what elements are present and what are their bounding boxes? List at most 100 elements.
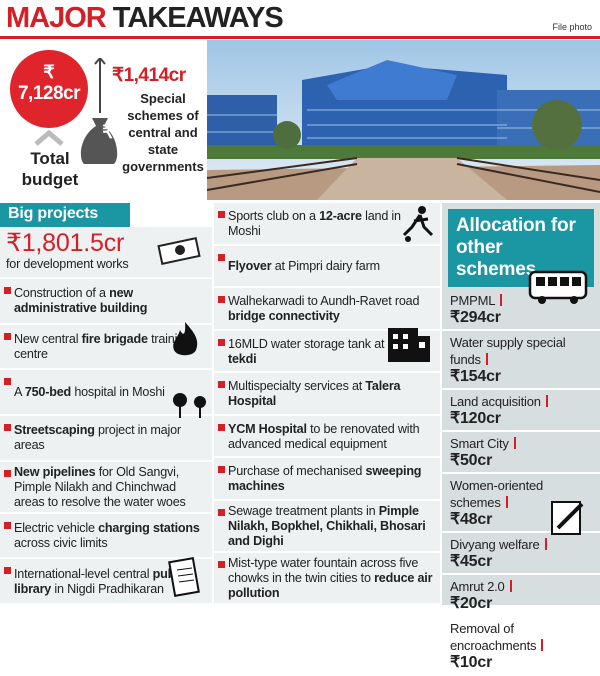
photo-credit: File photo	[552, 22, 592, 32]
total-label: Total budget	[21, 149, 79, 189]
plain-text: project in major areas	[14, 423, 181, 453]
project-item: Flyover at Pimpri dairy farm	[214, 245, 440, 289]
scheme-amount: ₹48cr	[450, 511, 493, 528]
project-item: Construction of a new administrative bui…	[0, 279, 212, 325]
pen-icon	[551, 501, 584, 535]
scheme-name: Divyang welfare	[450, 537, 540, 552]
football-icon	[402, 206, 434, 242]
scheme-line: Water supply special funds	[450, 334, 592, 368]
scheme-line: Smart City	[450, 435, 592, 452]
plain-text: at Pimpri dairy farm	[271, 258, 380, 273]
plain-text: A	[14, 385, 25, 400]
separator	[541, 639, 544, 651]
separator	[509, 580, 512, 592]
project-text: Mist-type water fountain across five cho…	[228, 556, 436, 601]
total-amount: 7,128cr	[17, 83, 81, 104]
plain-text: Walhekarwadi to Aundh-Ravet road	[228, 293, 420, 308]
project-item: A 750-bed hospital in Moshi	[0, 370, 212, 417]
plain-text: Purchase of mechanised	[228, 464, 366, 479]
plain-text: hospital in Moshi	[71, 385, 165, 400]
bold-text: Streetscaping	[14, 423, 95, 438]
trees-icon	[173, 393, 206, 418]
scheme-amount: ₹120cr	[450, 410, 501, 427]
project-item: Mist-type water fountain across five cho…	[214, 553, 440, 606]
project-text: Multispecialty services at Talera Hospit…	[228, 379, 436, 409]
separator	[544, 538, 547, 550]
project-item: Streetscaping project in major areas	[0, 416, 212, 462]
plain-text: Multispecialty services at	[228, 379, 366, 394]
rupee-symbol: ₹	[43, 62, 55, 82]
allocation-item: Removal of encroachments ₹10cr	[442, 617, 600, 676]
bus-icon	[528, 270, 588, 304]
project-text: Walhekarwadi to Aundh-Ravet road bridge …	[228, 294, 436, 324]
separator	[513, 437, 516, 449]
bold-text: Flyover	[228, 258, 272, 273]
project-item: Walhekarwadi to Aundh-Ravet road bridge …	[214, 288, 440, 331]
project-text: Flyover at Pimpri dairy farm	[228, 259, 380, 274]
scheme-line: Removal of encroachments	[450, 620, 592, 654]
plain-text: International-level central	[14, 566, 153, 581]
scheme-line: Land acquisition	[450, 393, 592, 410]
project-item: New pipelines for Old Sangvi, Pimple Nil…	[0, 461, 212, 514]
scheme-name: Amrut 2.0	[450, 579, 505, 594]
separator	[500, 294, 503, 306]
project-text: Sports club on a 12-acre land in Moshi	[228, 209, 436, 239]
bold-text: sweeping machines	[228, 464, 422, 494]
bag-symbol: ₹	[102, 122, 114, 142]
bold-text: new administrative building	[14, 286, 148, 316]
scheme-name: Water supply special funds	[450, 335, 566, 367]
project-item: Sports club on a 12-acre land in Moshi	[214, 203, 440, 246]
scheme-name: PMPML	[450, 293, 496, 308]
bold-text: charging stations	[98, 521, 200, 536]
plain-text: to be renovated with advanced medical eq…	[228, 421, 420, 451]
plain-text: in Nigdi Pradhikaran	[51, 581, 164, 596]
scheme-line: Amrut 2.0	[450, 578, 592, 595]
plain-text: Construction of a	[14, 286, 110, 301]
bold-text: fire brigade	[81, 332, 148, 346]
allocation-item: Amrut 2.0 ₹20cr	[442, 575, 600, 617]
project-item: Sewage treatment plants in Pimple Nilakh…	[214, 501, 440, 554]
money-icon	[157, 237, 201, 265]
project-text: Construction of a new administrative bui…	[14, 286, 208, 316]
separator	[545, 395, 548, 407]
allocation-item: PMPML ₹294cr	[442, 289, 600, 331]
total-circle: ₹7,128cr	[10, 50, 88, 128]
chevron	[34, 130, 64, 146]
project-text: Purchase of mechanised sweeping machines	[228, 464, 436, 494]
allocation-item: Land acquisition ₹120cr	[442, 390, 600, 432]
plain-text: New central	[14, 332, 82, 346]
bold-text: 750-bed	[24, 385, 72, 400]
bold-text: New pipelines	[14, 464, 96, 479]
hospital-icon	[388, 328, 430, 362]
bold-text: bridge connectivity	[228, 308, 340, 323]
project-item: Multispecialty services at Talera Hospit…	[214, 373, 440, 416]
allocation-column: Allocation for other schemes PMPML ₹294cr…	[442, 203, 600, 676]
bag-icon	[80, 58, 118, 164]
plain-text: 16MLD water storage tank at	[228, 336, 388, 351]
title: MAJOR TAKEAWAYS	[6, 2, 284, 35]
headline-amount: ₹1,801.5cr	[6, 229, 125, 257]
project-text: Sewage treatment plants in Pimple Nilakh…	[228, 504, 436, 549]
photo	[207, 40, 600, 200]
more-projects-column: Sports club on a 12-acre land in Moshi Fl…	[214, 203, 440, 606]
project-item: YCM Hospital to be renovated with advanc…	[214, 415, 440, 459]
allocation-item: Divyang welfare ₹45cr	[442, 533, 600, 575]
project-text: New pipelines for Old Sangvi, Pimple Nil…	[14, 465, 208, 510]
scheme-name: Women-oriented schemes	[450, 478, 544, 510]
scheme-line: PMPML	[450, 292, 592, 309]
scheme-amount: ₹45cr	[450, 553, 493, 570]
scheme-amount: ₹20cr	[450, 595, 493, 612]
special-label: Special schemes of central and state gov…	[122, 91, 204, 174]
scheme-amount: ₹294cr	[450, 309, 501, 326]
plain-text: Mist-type water fountain across five cho…	[228, 556, 419, 586]
bold-text: Pimple Nilakh, Bopkhel, Chikhali, Bhosar…	[228, 504, 426, 549]
separator	[505, 496, 508, 508]
title-black: TAKEAWAYS	[112, 2, 284, 34]
plain-text: for Old Sangvi, Pimple Nilakh and Chinch…	[14, 464, 186, 509]
special-amount: ₹1,414cr	[112, 65, 186, 86]
scheme-amount: ₹10cr	[450, 654, 493, 671]
bold-text: Talera Hospital	[228, 379, 401, 409]
allocation-item: Water supply special funds ₹154cr	[442, 331, 600, 390]
scheme-name: Land acquisition	[450, 394, 541, 409]
